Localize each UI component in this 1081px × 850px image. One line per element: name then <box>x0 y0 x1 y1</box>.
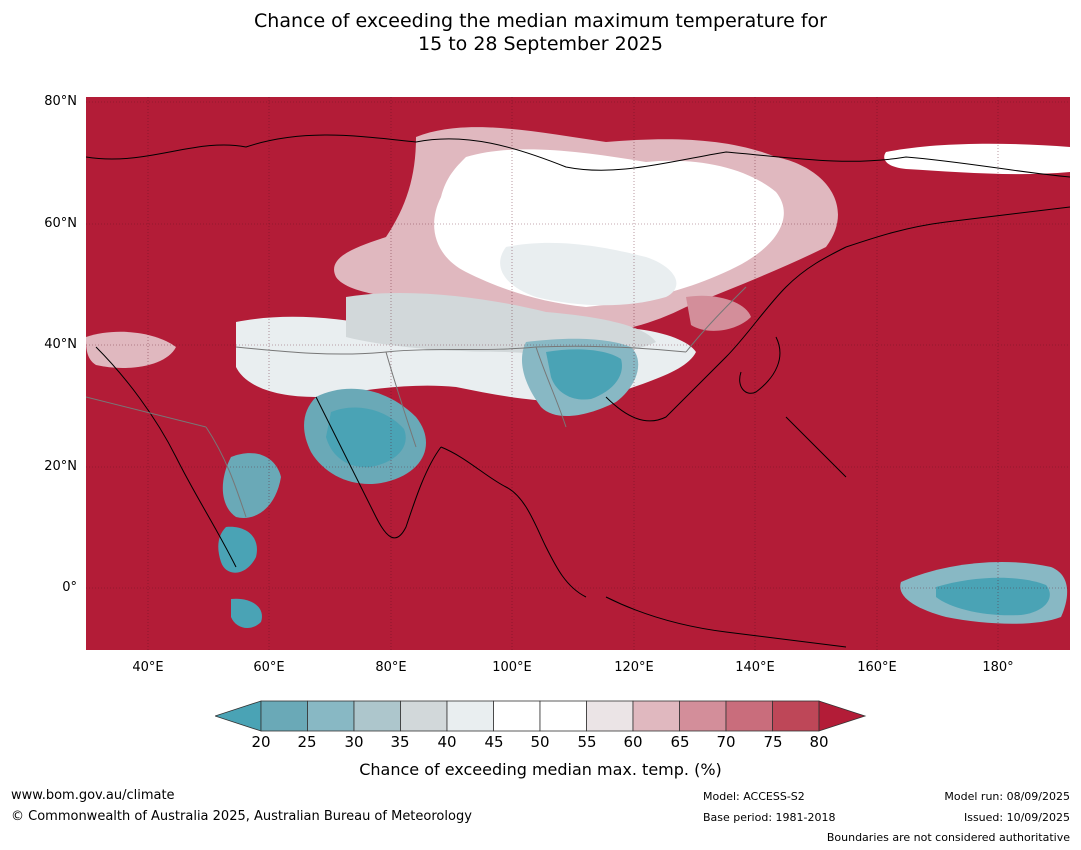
colorbar-tick: 40 <box>437 733 457 751</box>
coastlines <box>86 134 1070 648</box>
issued-date: Issued: 10/09/2025 <box>963 811 1070 824</box>
colorbar-extend-high <box>818 700 867 732</box>
colorbar-label: Chance of exceeding median max. temp. (%… <box>359 760 722 779</box>
boundary-disclaimer: Boundaries are not considered authoritat… <box>826 831 1070 844</box>
colorbar-tick: 60 <box>623 733 643 751</box>
colorbar-extend-low <box>215 700 262 732</box>
colorbar-segment <box>772 700 820 732</box>
colorbar-segment <box>446 700 494 732</box>
colorbar-tick: 50 <box>530 733 550 751</box>
graticule <box>86 97 1070 650</box>
bom-website: www.bom.gov.au/climate <box>11 788 175 803</box>
lon-label-140e: 140°E <box>735 660 775 675</box>
lon-label-100e: 100°E <box>492 660 532 675</box>
colorbar-segment <box>632 700 680 732</box>
colorbar-segment <box>493 700 541 732</box>
colorbar-tick: 75 <box>763 733 783 751</box>
model-name: Model: ACCESS-S2 <box>703 790 805 803</box>
map-title: Chance of exceeding the median maximum t… <box>0 10 1081 56</box>
colorbar-tick: 20 <box>251 733 271 751</box>
pacific-teal-core <box>936 577 1050 616</box>
colorbar-tick: 45 <box>484 733 504 751</box>
pale-patch-west <box>86 331 176 368</box>
colorbar-segment <box>539 700 587 732</box>
colorbar-segment <box>400 700 448 732</box>
lat-label-80n: 80°N <box>44 94 77 109</box>
china-teal-core <box>546 349 622 400</box>
colorbar-tick: 35 <box>390 733 410 751</box>
colorbar-segment <box>353 700 401 732</box>
colorbar-tick: 55 <box>577 733 597 751</box>
lon-label-120e: 120°E <box>614 660 654 675</box>
copyright-notice: © Commonwealth of Australia 2025, Austra… <box>11 809 472 824</box>
colorbar-segment <box>307 700 355 732</box>
lon-label-180: 180° <box>982 660 1014 675</box>
map-graphic <box>86 97 1070 650</box>
colorbar-tick: 25 <box>297 733 317 751</box>
india-teal-core <box>326 407 406 468</box>
arabian-sea-teal <box>222 453 281 518</box>
lat-label-60n: 60°N <box>44 216 77 231</box>
siberia-grey-zone <box>500 242 677 306</box>
colorbar-tick: 30 <box>344 733 364 751</box>
indian-ocean-teal <box>218 526 257 573</box>
lat-label-0: 0° <box>62 580 77 595</box>
southern-teal-patch <box>231 598 262 629</box>
colorbar-segment <box>260 700 308 732</box>
colorbar-segment <box>725 700 773 732</box>
lon-label-160e: 160°E <box>857 660 897 675</box>
title-line-2: 15 to 28 September 2025 <box>418 33 663 55</box>
colorbar-legend <box>215 700 867 732</box>
colorbar-tick: 80 <box>809 733 829 751</box>
country-borders <box>86 286 747 518</box>
model-run-date: Model run: 08/09/2025 <box>944 790 1070 803</box>
base-period: Base period: 1981-2018 <box>703 811 836 824</box>
colorbar-tick: 65 <box>670 733 690 751</box>
title-line-1: Chance of exceeding the median maximum t… <box>254 10 827 32</box>
pale-patch-east <box>686 295 751 331</box>
colorbar-segment <box>679 700 727 732</box>
lon-label-80e: 80°E <box>375 660 407 675</box>
far-east-white-patch <box>884 143 1070 175</box>
lon-label-40e: 40°E <box>132 660 164 675</box>
colorbar-tick: 70 <box>716 733 736 751</box>
lon-label-60e: 60°E <box>253 660 285 675</box>
probability-map <box>86 97 1070 650</box>
lat-label-40n: 40°N <box>44 337 77 352</box>
colorbar-segment <box>586 700 634 732</box>
lat-label-20n: 20°N <box>44 459 77 474</box>
